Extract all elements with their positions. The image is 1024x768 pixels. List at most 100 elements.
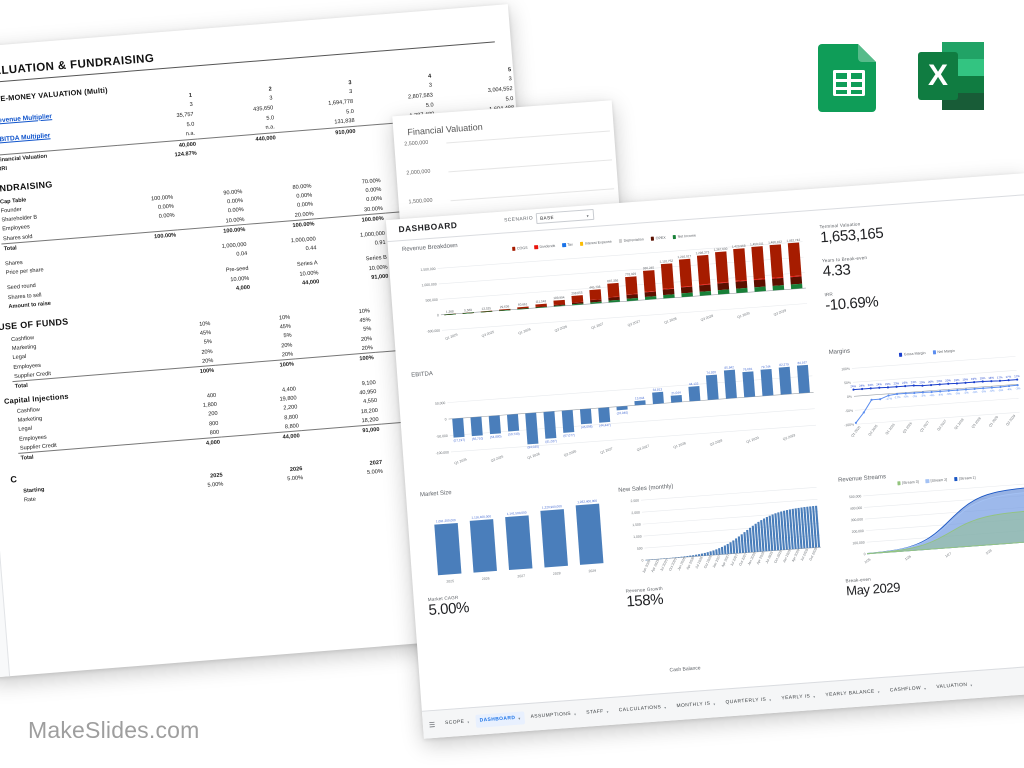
sheet-tab-label: YEARLY BALANCE [825,689,875,699]
microsoft-excel-icon[interactable]: X [916,40,984,112]
sheet-tab-label: ASSUMPTIONS [530,711,572,720]
chart-revenue-breakdown: 1,500,000 1,000,000 500,000 0 -500,000 1,368 5… [420,238,808,341]
dashboard-sheet[interactable]: DASHBOARD SCENARIO BASE ▾ Revenue Breakd… [385,173,1024,739]
svg-text:-500,000: -500,000 [427,329,441,334]
svg-text:1,141,500,000: 1,141,500,000 [507,511,527,516]
svg-text:-3%: -3% [921,393,927,397]
chevron-down-icon[interactable]: ▾ [769,697,772,702]
chevron-down-icon[interactable]: ▾ [924,686,927,691]
svg-text:-3%: -3% [912,394,918,398]
svg-text:Q1 2029: Q1 2029 [746,436,760,444]
chevron-down-icon[interactable]: ▾ [606,709,610,714]
svg-text:(57,197): (57,197) [453,438,465,443]
sheet-tab-quarterly-is[interactable]: QUARTERLY IS ▾ [721,693,776,710]
svg-text:(44,447): (44,447) [599,423,611,428]
sheet-tab-dashboard[interactable]: DASHBOARD ▾ [475,711,526,728]
svg-text:2025: 2025 [446,579,454,584]
chevron-down-icon[interactable]: ▾ [518,716,521,721]
svg-text:400,000: 400,000 [850,506,863,511]
svg-text:Jul 2025: Jul 2025 [659,558,668,571]
svg-text:1,450,011: 1,450,011 [750,242,764,247]
chevron-down-icon[interactable]: ▾ [713,701,716,706]
scenario-dropdown[interactable]: BASE ▾ [535,208,595,225]
svg-text:1/27: 1/27 [944,551,952,558]
svg-text:2027: 2027 [517,574,525,579]
svg-text:Jul 2029: Jul 2029 [800,548,809,561]
sheet-tab-calculations[interactable]: CALCULATIONS ▾ [614,701,671,718]
svg-text:Q3 2026: Q3 2026 [554,324,568,332]
svg-text:100%: 100% [841,367,850,372]
svg-text:Q3 2027: Q3 2027 [627,319,641,327]
svg-text:100,000: 100,000 [852,541,865,546]
svg-text:1,000,000: 1,000,000 [421,282,436,287]
svg-text:0: 0 [445,417,447,421]
svg-text:500: 500 [637,546,643,550]
svg-text:1,500: 1,500 [632,522,641,527]
svg-text:Q3 2026: Q3 2026 [563,449,577,457]
sheet-tab-valuation[interactable]: VALUATION ▾ [932,678,977,694]
svg-text:-4%: -4% [938,392,944,396]
svg-text:2028: 2028 [553,571,561,576]
sheet-tab-label: VALUATION [936,682,968,691]
svg-text:189,994: 189,994 [553,295,565,300]
svg-text:Jan 2027: Jan 2027 [712,554,722,568]
svg-text:200,000: 200,000 [851,529,864,534]
svg-text:Q1 2027: Q1 2027 [919,420,930,433]
svg-text:1,298,373: 1,298,373 [695,250,709,255]
chevron-down-icon[interactable]: ▾ [467,719,470,724]
svg-text:(94,030): (94,030) [527,445,539,450]
sheet-tab-scope[interactable]: SCOPE ▾ [441,715,475,730]
sheet-tab-yearly-balance[interactable]: YEARLY BALANCE ▾ [821,685,884,703]
svg-text:(10,940): (10,940) [617,411,629,416]
svg-text:Jan 2029: Jan 2029 [782,549,792,563]
svg-text:Q3 2025: Q3 2025 [481,330,495,338]
sheet-tab-label: SCOPE [444,719,465,727]
svg-text:19%: 19% [980,376,986,380]
google-sheets-icon[interactable] [816,40,882,112]
all-sheets-icon[interactable]: ☰ [428,721,436,729]
svg-text:20%: 20% [945,378,951,382]
sheet-tab-monthly-is[interactable]: MONTHLY IS ▾ [672,697,720,713]
svg-text:20%: 20% [919,380,925,384]
svg-text:2,000: 2,000 [631,511,640,516]
chevron-down-icon[interactable]: ▾ [877,689,881,694]
svg-text:-5%: -5% [998,388,1004,392]
svg-text:-5%: -5% [964,390,970,394]
svg-text:Q1 2026: Q1 2026 [885,423,896,436]
svg-text:Q1 2028: Q1 2028 [954,418,965,431]
panel-ebitda: EBITDA 50,000 0 -50,000 -100,000 (57,197) (56… [411,343,822,482]
svg-text:Oct 2025: Oct 2025 [668,557,678,571]
chevron-down-icon[interactable]: ▾ [573,712,577,717]
svg-text:Apr 2025: Apr 2025 [650,559,660,573]
svg-text:1,466,102: 1,466,102 [768,240,782,245]
svg-text:1,423,968: 1,423,968 [732,244,746,249]
dashboard-body: Revenue Breakdown COGS Dividends Tax Intere… [387,195,1024,711]
svg-text:1/26: 1/26 [904,554,912,561]
svg-text:24%: 24% [868,383,874,387]
svg-text:500,000: 500,000 [849,494,862,499]
svg-text:0: 0 [864,552,866,556]
sheet-tab-label: STAFF [586,709,604,716]
sheet-tab-assumptions[interactable]: ASSUMPTIONS ▾ [526,707,581,724]
sheet-tab-yearly-is[interactable]: YEARLY IS ▾ [777,690,820,706]
svg-text:0: 0 [641,558,643,562]
sheet-tab-label: CASHFLOW [889,686,922,694]
chevron-down-icon[interactable]: ▾ [813,694,816,699]
svg-text:Jul 2027: Jul 2027 [730,553,739,566]
panel-kpis: Terminal Valuation 1,653,165 Years to Br… [819,210,1015,314]
sheet-tab-cashflow[interactable]: CASHFLOW ▾ [885,682,930,698]
sheet-tab-staff[interactable]: STAFF ▾ [582,705,614,720]
svg-text:19%: 19% [954,378,960,382]
sheet-tab-label: DASHBOARD [479,715,516,724]
chevron-down-icon[interactable]: ▾ [970,682,973,688]
svg-text:-100,000: -100,000 [435,450,449,455]
svg-text:50%: 50% [844,381,851,385]
scenario-label: SCENARIO [504,216,534,224]
svg-text:29,636: 29,636 [500,304,510,309]
svg-text:60,661: 60,661 [518,302,528,307]
svg-text:Oct 2029: Oct 2029 [808,547,818,561]
svg-text:Q3 2027: Q3 2027 [936,419,947,432]
chevron-down-icon[interactable]: ▾ [664,705,667,710]
svg-text:298,655: 298,655 [571,291,583,296]
panel-new-sales: New Sales (monthly) 2,500 2,000 1,500 1,000… [618,473,834,611]
